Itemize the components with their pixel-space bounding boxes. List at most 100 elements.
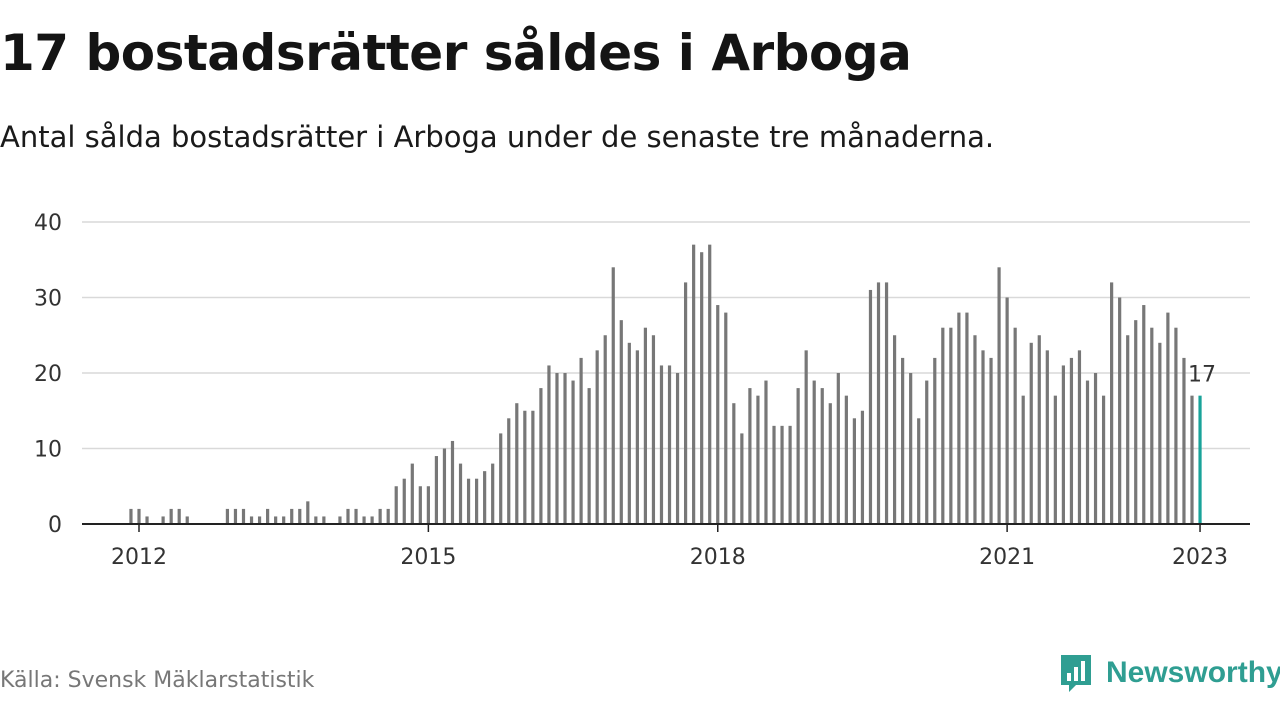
bar	[161, 516, 165, 524]
bar	[442, 448, 447, 524]
bar	[957, 312, 961, 524]
source-note: Källa: Svensk Mäklarstatistik	[0, 668, 315, 693]
bar	[282, 516, 286, 524]
bar	[796, 388, 800, 524]
bar	[362, 516, 366, 524]
bar	[1142, 305, 1146, 524]
bar	[716, 305, 720, 524]
bar	[1101, 395, 1106, 524]
bar	[410, 463, 414, 524]
bar	[1126, 335, 1130, 524]
bar	[426, 486, 430, 524]
last-value-label: 17	[1188, 363, 1216, 388]
bar	[611, 267, 615, 524]
bar	[627, 342, 631, 524]
bar	[137, 508, 141, 524]
bar	[1118, 297, 1122, 524]
bar	[257, 516, 262, 524]
bar	[539, 388, 543, 524]
bar	[185, 516, 189, 524]
bar	[941, 327, 945, 524]
bar	[531, 410, 535, 524]
x-tick-label: 2012	[111, 545, 167, 570]
bar	[1093, 373, 1098, 524]
bar	[692, 244, 696, 524]
bar	[1005, 297, 1009, 524]
bar	[233, 508, 238, 524]
bar	[1166, 312, 1170, 524]
newsworthy-logo: Newsworthy	[1058, 652, 1280, 694]
bar	[981, 350, 985, 524]
bar	[1053, 395, 1057, 524]
bar	[322, 516, 326, 524]
bar	[595, 350, 599, 524]
bar	[909, 373, 913, 524]
bar	[1182, 357, 1186, 524]
bar	[225, 508, 230, 524]
bar	[515, 403, 519, 524]
bar	[844, 395, 848, 524]
bar	[780, 425, 784, 524]
bar	[1045, 350, 1049, 524]
bar	[346, 508, 350, 524]
bar	[169, 508, 173, 524]
bar	[917, 418, 921, 524]
bar	[386, 508, 390, 524]
bar	[603, 335, 607, 524]
bar	[989, 357, 993, 524]
bar	[965, 312, 969, 524]
chart-subtitle: Antal sålda bostadsrätter i Arboga under…	[0, 120, 995, 154]
bar	[860, 410, 865, 524]
x-tick-label: 2023	[1172, 545, 1228, 570]
bar	[587, 388, 591, 524]
bar	[788, 425, 792, 524]
bar	[1037, 335, 1041, 524]
bar	[466, 478, 471, 524]
bar	[458, 463, 463, 524]
bar	[973, 335, 977, 524]
bar	[732, 403, 736, 524]
bar	[306, 501, 310, 524]
bar	[1021, 395, 1025, 524]
bar	[547, 365, 551, 524]
bar	[1077, 350, 1082, 524]
bar	[820, 388, 824, 524]
bar	[394, 486, 398, 524]
bar	[555, 373, 559, 524]
bar	[884, 282, 889, 524]
bar	[748, 388, 752, 524]
bar	[683, 282, 688, 524]
bar	[1158, 342, 1162, 524]
x-tick-label: 2018	[690, 545, 746, 570]
bar	[354, 508, 358, 524]
bar	[675, 373, 680, 524]
bar	[507, 418, 511, 524]
bar	[1061, 365, 1065, 524]
bar	[1150, 327, 1154, 524]
bar	[772, 425, 776, 524]
bar	[338, 516, 342, 524]
bar	[901, 357, 905, 524]
x-tick-label: 2021	[979, 545, 1035, 570]
bar	[177, 508, 181, 524]
bar	[643, 327, 648, 524]
bar	[314, 516, 318, 524]
bar	[868, 289, 873, 524]
bar-chart: 0 10 20 30 40 2012 2015 2018 2021 2023 17	[34, 211, 1250, 570]
bar	[828, 403, 832, 524]
bar	[418, 486, 422, 524]
bar	[290, 508, 294, 524]
bar	[852, 418, 856, 524]
y-tick-label: 20	[34, 362, 62, 387]
x-tick-label: 2015	[400, 545, 456, 570]
bar	[667, 365, 672, 524]
bar	[651, 335, 656, 524]
bar	[1029, 342, 1033, 524]
bar	[378, 508, 382, 524]
bar	[925, 380, 929, 524]
bar	[1174, 327, 1178, 524]
bar	[241, 508, 246, 524]
bar	[933, 357, 937, 524]
bar	[764, 380, 768, 524]
bar	[724, 312, 728, 524]
